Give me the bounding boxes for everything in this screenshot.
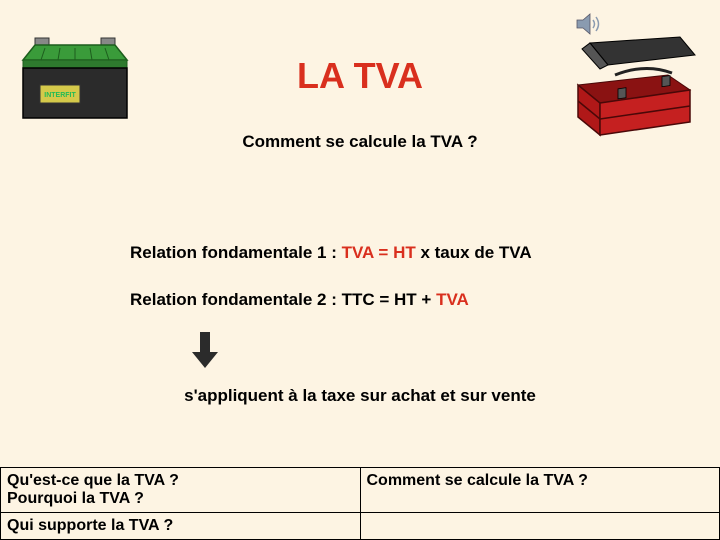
table-cell-r1c2: Comment se calcule la TVA ? [360, 468, 720, 513]
bottom-table: Qu'est-ce que la TVA ? Pourquoi la TVA ?… [0, 467, 720, 540]
subtitle: Comment se calcule la TVA ? [0, 132, 720, 152]
relation-2-red: TVA [436, 290, 469, 309]
relation-1: Relation fondamentale 1 : TVA = HT x tau… [130, 243, 532, 263]
relation-1-label: Relation fondamentale 1 : [130, 243, 342, 262]
down-arrow-icon [190, 330, 220, 375]
table-text-quest: Qu'est-ce que la TVA ? [7, 472, 354, 490]
table-cell-r2c1: Qui supporte la TVA ? [1, 513, 361, 540]
table-text-qui: Qui supporte la TVA ? [7, 517, 354, 535]
table-text-comment: Comment se calcule la TVA ? [367, 472, 714, 490]
sound-icon [575, 12, 605, 41]
relation-2-label: Relation fondamentale 2 : [130, 290, 342, 309]
relation-1-suffix: x taux de TVA [416, 243, 532, 262]
applies-to-text: s'appliquent à la taxe sur achat et sur … [0, 386, 720, 406]
table-text-pourquoi: Pourquoi la TVA ? [7, 490, 354, 508]
slide: INTERFIT LA TVA [0, 0, 720, 540]
relation-1-mid: HT [393, 243, 416, 262]
table-cell-r1c1: Qu'est-ce que la TVA ? Pourquoi la TVA ? [1, 468, 361, 513]
relation-2-prefix: TTC = HT + [342, 290, 436, 309]
relation-2: Relation fondamentale 2 : TTC = HT + TVA [130, 290, 469, 310]
relation-1-prefix: TVA = [342, 243, 393, 262]
table-cell-r2c2 [360, 513, 720, 540]
page-title: LA TVA [0, 55, 720, 97]
